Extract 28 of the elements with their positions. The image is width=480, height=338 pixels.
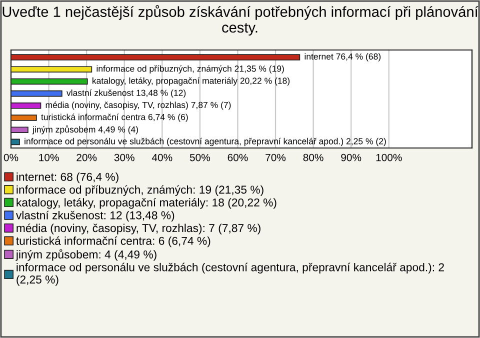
data-label: turistická informační centra 6,74 % (6)	[41, 114, 188, 122]
x-tick-label: 40%	[152, 154, 172, 162]
legend-label: informace od příbuzných, známých: 19 (21,35 %)	[16, 185, 264, 196]
legend-label: katalogy, letáky, propagační materiály: 18 (20,22 %)	[16, 198, 276, 209]
data-label: internet 76,4 % (68)	[304, 53, 381, 62]
x-tick-label: 90%	[341, 154, 362, 162]
x-tick-label: 100%	[376, 154, 402, 162]
data-label: média (noviny, časopisy, TV, rozhlas) 7,87 % (7)	[46, 102, 231, 110]
legend-label: turistická informační centra: 6 (6,74 %)	[16, 236, 210, 248]
legend-label: vlastní zkušenost: 12 (13,48 %)	[16, 210, 174, 222]
data-label: informace od příbuzných, známých 21,35 % (19)	[96, 65, 284, 74]
legend-label: jiným způsobem: 4 (4,49 %)	[16, 249, 156, 261]
data-label: jiným způsobem 4,49 % (4)	[32, 125, 138, 134]
x-tick-label: 50%	[190, 154, 210, 162]
x-tick-label: 0%	[4, 154, 18, 162]
legend-label: informace od personálu ve službách (cestovní agentura, přepravní kancelář apod.): 2 (2,25 %)	[16, 262, 444, 286]
legend-label: internet: 68 (76,4 %)	[16, 172, 118, 184]
data-label: informace od personálu ve službách (cestovní agentura, přepravní kancelář apod.) 2,25 % (2)	[24, 138, 386, 146]
x-tick-label: 60%	[228, 154, 248, 162]
data-label: vlastní zkušenost 13,48 % (12)	[66, 89, 186, 98]
chart-title: Uveďte 1 nejčastější způsob získávání potřebných informací při plánování cesty.	[2, 5, 478, 36]
x-tick-label: 30%	[114, 154, 134, 162]
x-tick-label: 20%	[76, 154, 97, 162]
x-tick-label: 10%	[39, 154, 59, 162]
x-tick-label: 80%	[303, 154, 324, 162]
x-tick-label: 70%	[266, 154, 286, 162]
data-label: katalogy, letáky, propagační materiály 20,22 % (18)	[92, 77, 290, 86]
legend-label: média (noviny, časopisy, TV, rozhlas): 7 (7,87 %)	[16, 224, 260, 234]
